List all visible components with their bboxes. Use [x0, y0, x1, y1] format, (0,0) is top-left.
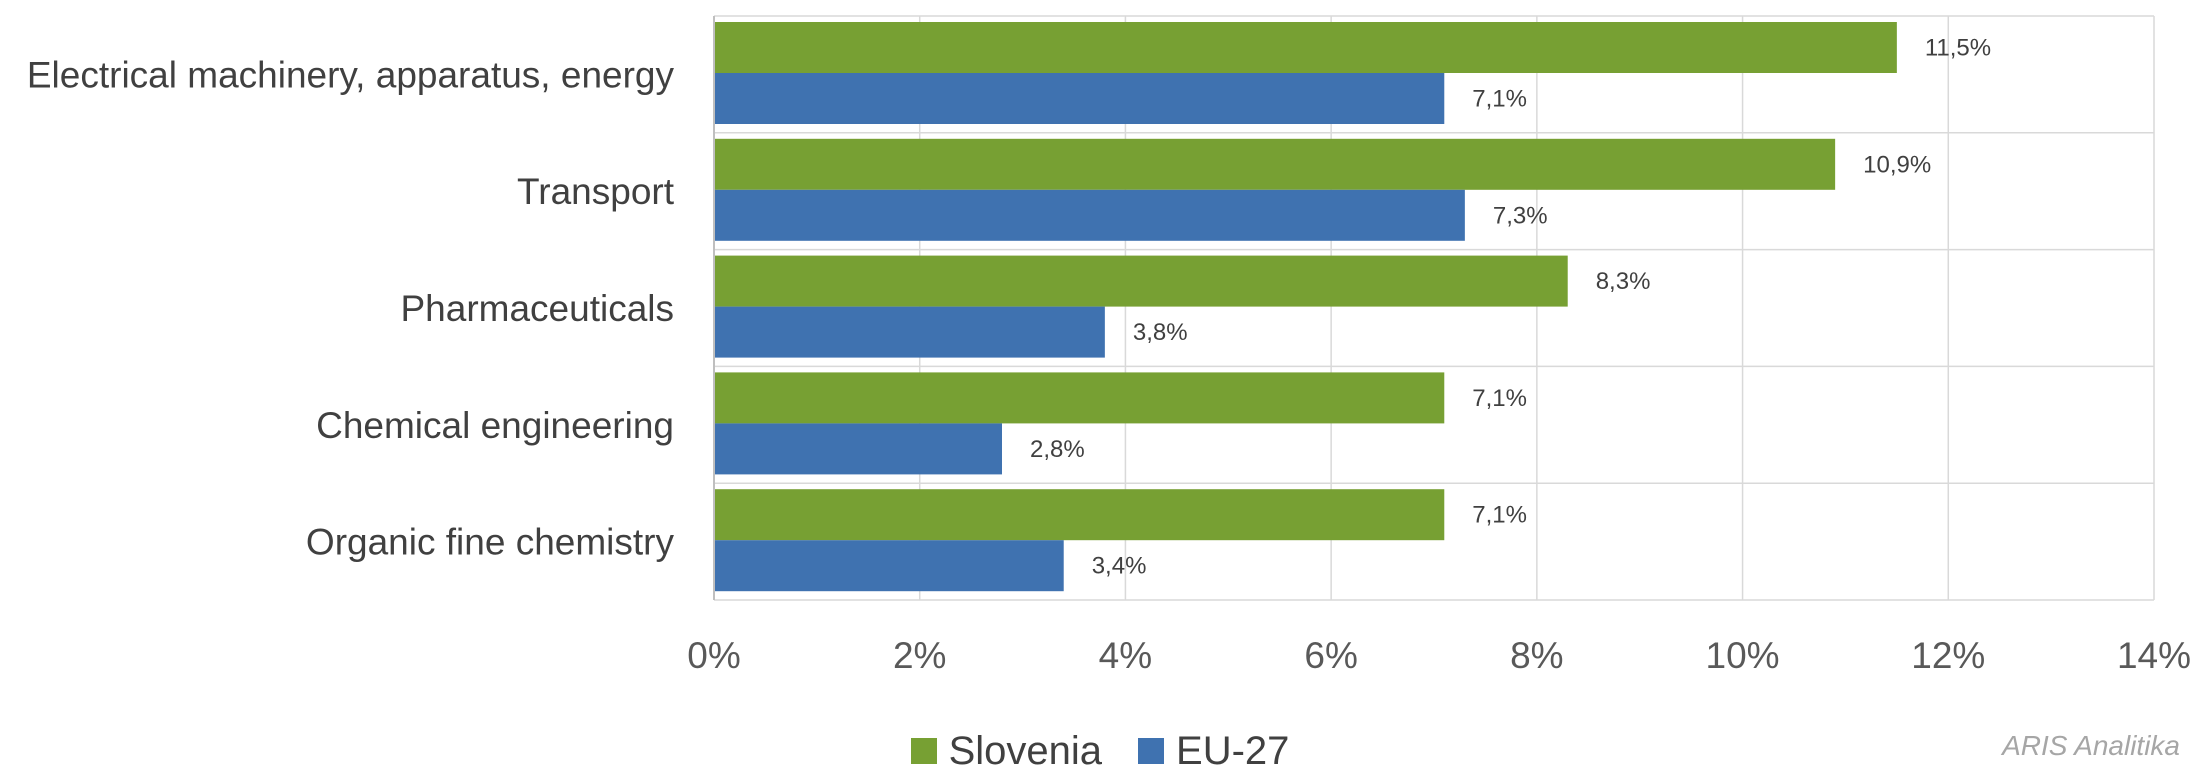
legend-swatch-eu27 [1138, 738, 1165, 764]
data-label-eu27-2: 3,8% [1133, 319, 1188, 346]
bars [714, 22, 1897, 592]
bar-eu27-0 [714, 73, 1445, 124]
x-tick-label-1: 2% [893, 635, 946, 676]
data-label-slovenia-2: 8,3% [1596, 268, 1651, 295]
bar-eu27-2 [714, 306, 1105, 358]
bar-eu27-1 [714, 189, 1465, 241]
x-tick-label-7: 14% [2117, 635, 2191, 676]
legend-item-eu27: EU-27 [1138, 729, 1289, 774]
category-label-2: Pharmaceuticals [400, 288, 674, 329]
category-label-1: Transport [517, 171, 675, 212]
x-tick-label-3: 6% [1304, 635, 1357, 676]
data-label-slovenia-4: 7,1% [1472, 502, 1527, 529]
bar-eu27-4 [714, 540, 1064, 592]
gridlines [714, 15, 2155, 601]
data-label-eu27-3: 2,8% [1030, 436, 1085, 463]
bar-slovenia-3 [714, 372, 1445, 424]
data-label-eu27-0: 7,1% [1472, 86, 1527, 113]
legend: Slovenia EU-27 [0, 728, 2200, 774]
data-label-eu27-1: 7,3% [1493, 202, 1548, 229]
data-label-eu27-4: 3,4% [1092, 553, 1147, 580]
x-tick-label-5: 10% [1706, 635, 1780, 676]
category-label-0: Electrical machinery, apparatus, energy [27, 54, 675, 95]
legend-item-slovenia: Slovenia [910, 728, 1103, 774]
bar-slovenia-4 [714, 489, 1445, 541]
bar-slovenia-1 [714, 138, 1836, 190]
data-label-slovenia-0: 11,5% [1925, 35, 1991, 62]
labels: 11,5% 7,1% Electrical machinery, apparatus… [27, 35, 2191, 677]
bar-slovenia-2 [714, 255, 1568, 307]
bar-slovenia-0 [714, 22, 1897, 73]
x-tick-label-2: 4% [1099, 635, 1152, 676]
bar-eu27-3 [714, 423, 1002, 475]
data-label-slovenia-3: 7,1% [1472, 385, 1527, 412]
x-tick-label-4: 8% [1510, 635, 1563, 676]
category-label-4: Organic fine chemistry [306, 522, 675, 563]
x-tick-label-0: 0% [687, 635, 740, 676]
watermark: ARIS Analitika [2002, 730, 2180, 761]
category-label-3: Chemical engineering [316, 405, 674, 446]
legend-swatch-slovenia [910, 738, 937, 764]
legend-label-eu27: EU-27 [1176, 728, 1290, 773]
x-tick-label-6: 12% [1911, 635, 1985, 676]
data-label-slovenia-1: 10,9% [1863, 151, 1931, 178]
legend-label-slovenia: Slovenia [948, 728, 1103, 773]
